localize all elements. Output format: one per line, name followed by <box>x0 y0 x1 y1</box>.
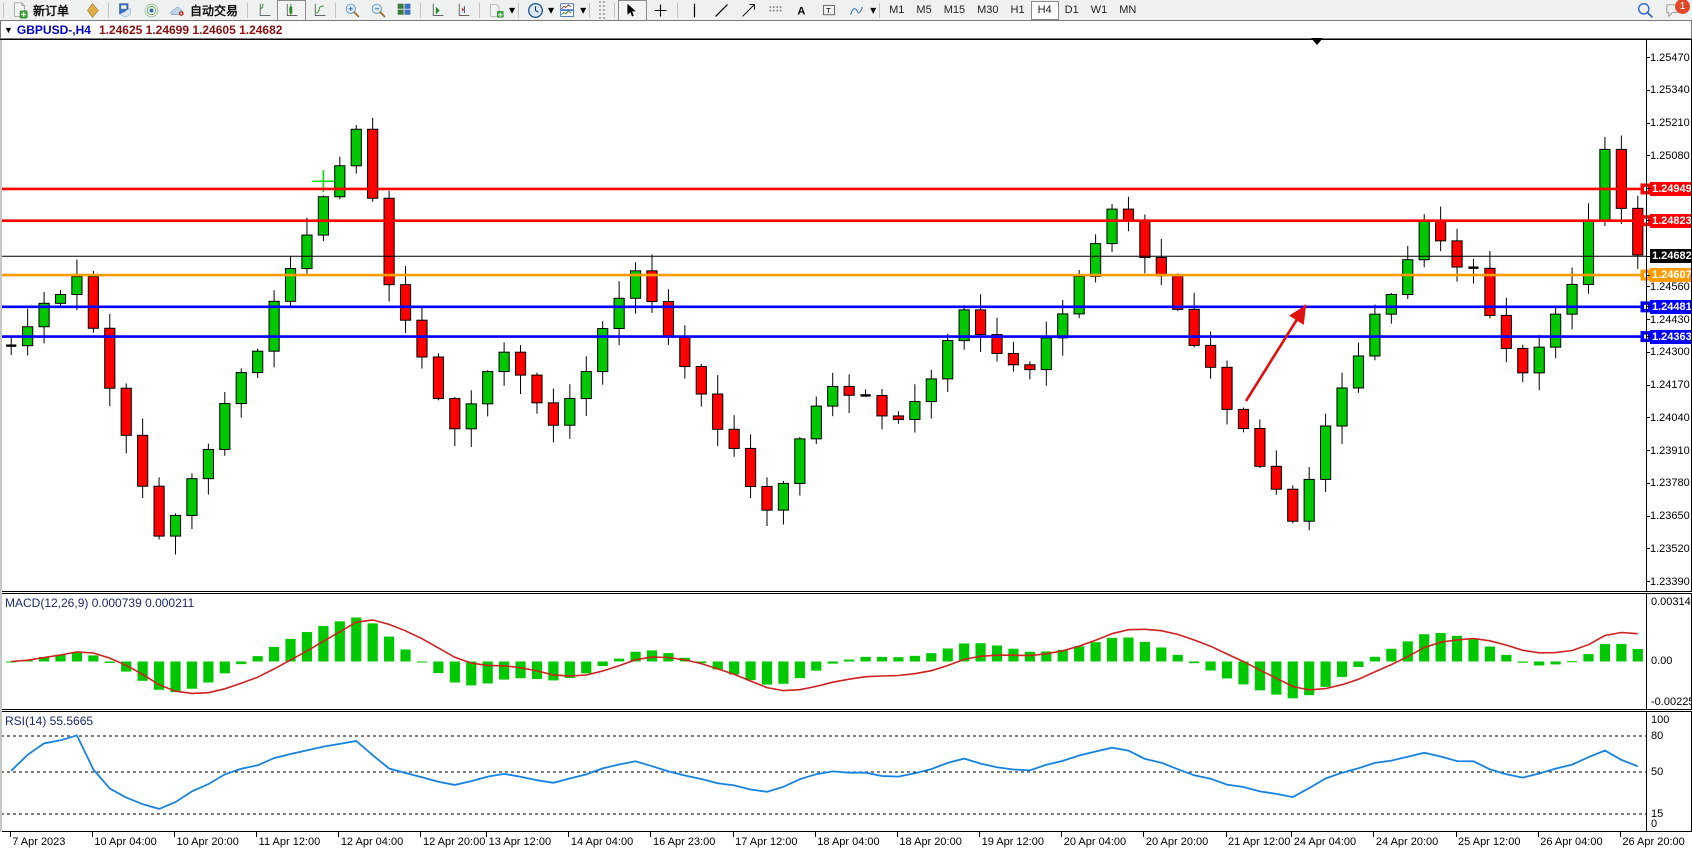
svg-text:T: T <box>826 6 831 15</box>
svg-text:A: A <box>797 5 805 17</box>
